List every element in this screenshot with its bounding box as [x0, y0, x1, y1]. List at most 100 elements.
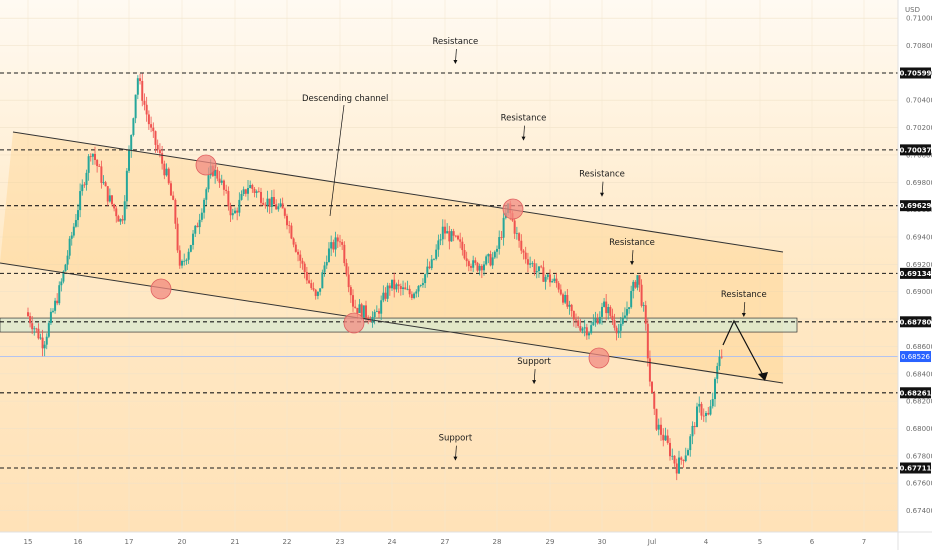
candle-body [705, 412, 707, 416]
candle-body [72, 226, 75, 236]
candle-body [134, 94, 137, 119]
candle-body [321, 272, 324, 289]
candle-body [467, 261, 470, 267]
candle-body [277, 206, 280, 210]
annotation-label: Resistance [432, 37, 478, 47]
level-price-tag [900, 387, 931, 399]
touch-marker [343, 312, 365, 334]
x-tick-label: 5 [758, 538, 762, 546]
candle-body [58, 285, 61, 304]
candle-body [132, 118, 135, 135]
candle-body [365, 305, 367, 318]
candle-body [123, 201, 126, 221]
candle-body [79, 191, 82, 211]
candle-body [147, 114, 150, 125]
candle-body [557, 283, 560, 290]
current-price-label: 0.68526 [901, 353, 930, 361]
candle-body [594, 318, 597, 322]
candle-body [448, 231, 451, 242]
channel-upper-line [12, 131, 784, 253]
candle-body [581, 328, 584, 331]
annotations: Resistance Resistance Resistance Resistance… [302, 37, 767, 461]
candle-body [415, 291, 418, 294]
candle-body [176, 223, 179, 251]
candle-body [56, 300, 59, 304]
candle-body [435, 249, 438, 259]
candle-body [332, 242, 335, 250]
x-tick-label: 7 [862, 538, 866, 546]
candle-body [714, 378, 716, 400]
candle-body [200, 212, 203, 220]
level-price-label: 0.68261 [900, 389, 932, 397]
candle-body [669, 442, 671, 457]
candle-body [343, 244, 346, 264]
candle-body [570, 304, 573, 311]
candle-body [60, 281, 63, 286]
candle-body [169, 183, 172, 196]
candle-body [428, 266, 431, 269]
candle-body [74, 220, 77, 227]
level-price-tag [900, 200, 931, 212]
candles [27, 73, 723, 481]
levels [0, 72, 898, 469]
x-tick-label: 16 [74, 538, 83, 546]
candle-body [671, 455, 674, 457]
candle-body [139, 78, 142, 81]
current-price-tag [900, 351, 931, 363]
candle-body [194, 225, 197, 234]
candle-body [297, 251, 300, 255]
candle-body [424, 274, 427, 284]
candle-body [314, 289, 317, 296]
candle-body [520, 240, 523, 251]
candle-body [644, 305, 647, 324]
candle-body [470, 266, 472, 268]
candle-body [408, 288, 411, 295]
candle-body [70, 235, 73, 239]
candle-body [229, 205, 232, 216]
x-tick-label: 22 [283, 538, 292, 546]
candle-body [646, 323, 649, 359]
candle-body [196, 225, 199, 228]
x-tick-label: 4 [704, 538, 709, 546]
candle-body [474, 260, 477, 263]
candle-body [283, 208, 286, 216]
candle-body [590, 325, 593, 334]
candle-body [262, 202, 265, 205]
candle-body [354, 306, 357, 308]
candle-body [465, 258, 468, 262]
level-price-tag [900, 267, 931, 279]
candle-body [113, 204, 116, 209]
candle-body [678, 457, 680, 474]
candle-body [319, 288, 322, 292]
candle-body [378, 311, 380, 314]
candle-body [125, 170, 128, 202]
candle-body [457, 235, 459, 240]
candle-body [362, 305, 365, 318]
x-tick-label: 29 [546, 538, 555, 546]
level-price-tag [900, 462, 931, 474]
candle-body [417, 285, 420, 292]
candle-body [371, 317, 374, 323]
candle-body [544, 277, 547, 282]
touch-markers [150, 154, 610, 369]
candle-body [325, 262, 328, 266]
x-tick-label: 21 [231, 538, 240, 546]
x-tick-label: 6 [810, 538, 815, 546]
candle-body [227, 191, 230, 206]
candle-body [347, 274, 350, 288]
candle-body [87, 156, 90, 173]
candle-body [323, 265, 326, 273]
candle-body [640, 284, 643, 306]
annotation-label: Support [439, 434, 473, 444]
candle-body [478, 265, 481, 271]
candle-body [234, 210, 236, 214]
candle-body [163, 163, 166, 176]
candle-body [452, 231, 455, 236]
candle-body [613, 320, 616, 328]
candle-body [596, 318, 599, 324]
candle-body [664, 435, 667, 441]
